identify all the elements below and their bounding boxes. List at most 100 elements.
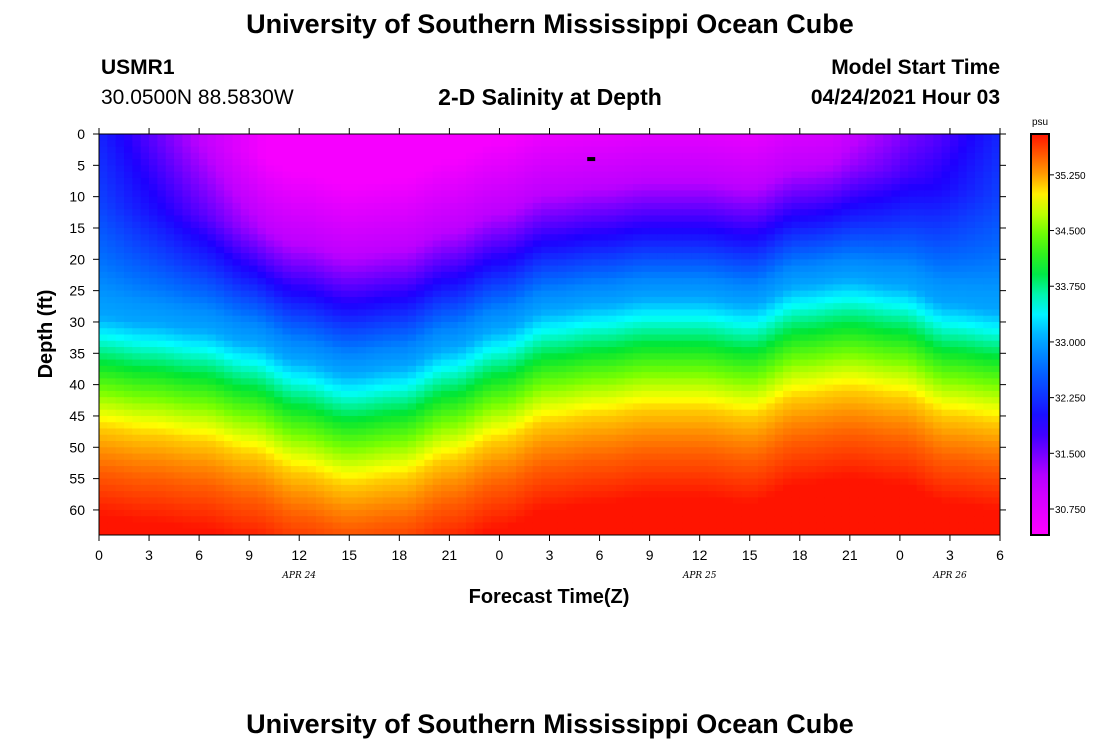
heatmap-cell (124, 284, 133, 292)
heatmap-cell (416, 353, 425, 361)
heatmap-cell (574, 409, 584, 417)
heatmap-cell (507, 472, 517, 480)
heatmap-cell (641, 259, 651, 267)
heatmap-cell (257, 315, 267, 323)
heatmap-cell (232, 290, 242, 298)
heatmap-cell (240, 466, 250, 473)
heatmap-cell (466, 171, 476, 179)
heatmap-cell (349, 303, 359, 311)
heatmap-cell (557, 478, 567, 486)
heatmap-cell (432, 246, 442, 254)
heatmap-cell (274, 328, 284, 336)
heatmap-cell (524, 259, 534, 267)
heatmap-cell (299, 171, 309, 179)
heatmap-cell (332, 290, 342, 298)
heatmap-cell (716, 265, 726, 273)
heatmap-cell (582, 365, 592, 373)
heatmap-cell (557, 384, 567, 392)
heatmap-cell (240, 409, 250, 417)
heatmap-cell (724, 378, 734, 386)
heatmap-cell (274, 340, 284, 348)
heatmap-cell (549, 334, 559, 342)
heatmap-cell (107, 140, 117, 148)
heatmap-cell (657, 202, 667, 210)
heatmap-cell (132, 227, 142, 235)
heatmap-cell (532, 347, 542, 354)
heatmap-cell (240, 372, 250, 379)
heatmap-cell (524, 246, 534, 254)
heatmap-cell (441, 140, 450, 148)
heatmap-cell (708, 290, 717, 298)
heatmap-cell (424, 434, 434, 442)
heatmap-cell (149, 353, 158, 361)
heatmap-cell (491, 516, 501, 524)
heatmap-cell (724, 221, 734, 229)
heatmap-cell (507, 453, 517, 461)
heatmap-cell (149, 509, 158, 517)
heatmap-cell (149, 516, 158, 524)
heatmap-cell (232, 296, 242, 304)
heatmap-cell (499, 321, 509, 329)
heatmap-cell (607, 165, 617, 173)
heatmap-cell (140, 184, 150, 191)
heatmap-cell (666, 284, 676, 292)
heatmap-cell (182, 415, 192, 423)
heatmap-cell (215, 234, 225, 242)
heatmap-cell (657, 146, 667, 154)
heatmap-cell (215, 159, 225, 166)
heatmap-cell (232, 234, 242, 242)
heatmap-cell (641, 372, 651, 379)
heatmap-cell (215, 384, 225, 392)
heatmap-cell (224, 146, 234, 154)
heatmap-cell (232, 278, 242, 285)
heatmap-cell (632, 209, 642, 217)
heatmap-cell (257, 271, 267, 279)
heatmap-cell (107, 296, 117, 304)
heatmap-cell (682, 328, 692, 336)
heatmap-cell (249, 253, 259, 260)
heatmap-cell (249, 484, 259, 492)
heatmap-cell (741, 478, 751, 486)
heatmap-cell (541, 165, 551, 173)
heatmap-cell (499, 503, 509, 511)
heatmap-cell (349, 209, 359, 217)
heatmap-cell (165, 140, 175, 148)
heatmap-cell (99, 353, 108, 361)
heatmap-cell (674, 177, 684, 185)
heatmap-cell (240, 165, 250, 173)
heatmap-cell (699, 384, 709, 392)
heatmap-cell (407, 453, 417, 461)
heatmap-cell (574, 522, 584, 530)
heatmap-cell (624, 509, 634, 517)
heatmap-cell (474, 390, 484, 398)
heatmap-cell (124, 472, 133, 480)
heatmap-cell (416, 221, 425, 229)
heatmap-cell (257, 146, 267, 154)
heatmap-cell (174, 409, 184, 417)
heatmap-cell (666, 472, 676, 480)
heatmap-cell (557, 365, 567, 373)
heatmap-cell (407, 384, 417, 392)
heatmap-cell (566, 447, 576, 455)
heatmap-cell (549, 365, 559, 373)
heatmap-cell (441, 491, 450, 499)
heatmap-cell (599, 309, 609, 317)
heatmap-cell (616, 409, 626, 417)
heatmap-cell (582, 441, 592, 448)
heatmap-cell (357, 209, 367, 217)
heatmap-cell (157, 509, 167, 517)
heatmap-cell (365, 334, 375, 342)
heatmap-cell (524, 403, 534, 411)
heatmap-cell (332, 528, 342, 535)
heatmap-cell (541, 472, 551, 480)
heatmap-cell (524, 290, 534, 298)
heatmap-cell (599, 171, 609, 179)
heatmap-cell (607, 309, 617, 317)
heatmap-cell (282, 365, 292, 373)
heatmap-cell (115, 459, 125, 467)
heatmap-cell (349, 278, 359, 285)
heatmap-cell (724, 265, 734, 273)
heatmap-cell (165, 215, 175, 223)
heatmap-cell (532, 459, 542, 467)
heatmap-cell (265, 190, 275, 198)
